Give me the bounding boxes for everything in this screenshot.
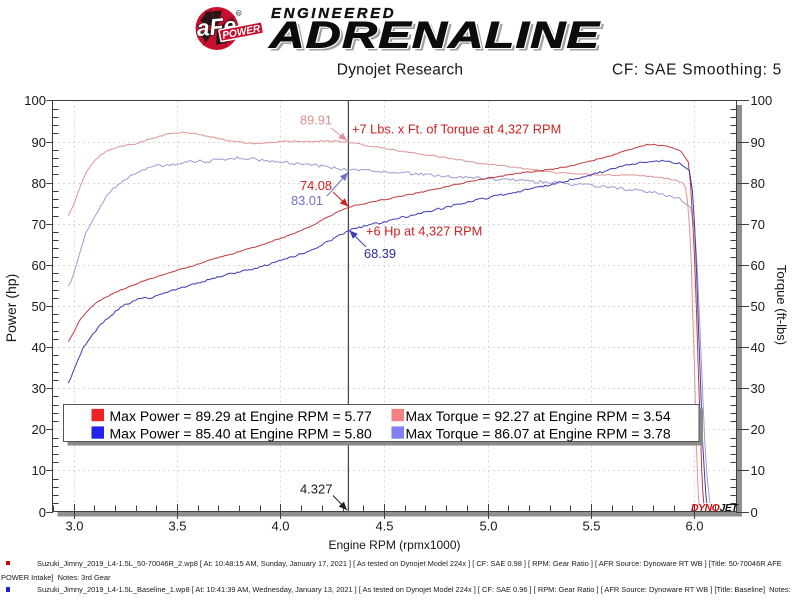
svg-text:DYNO: DYNO — [691, 502, 720, 514]
svg-text:40: 40 — [32, 340, 46, 355]
svg-text:ADRENALINE: ADRENALINE — [268, 15, 600, 56]
svg-text:60: 60 — [32, 258, 46, 273]
svg-text:10: 10 — [32, 463, 46, 478]
svg-text:0: 0 — [751, 505, 758, 520]
svg-text:R: R — [237, 11, 240, 16]
svg-text:Max Torque = 92.27 at Engine R: Max Torque = 92.27 at Engine RPM = 3.54 — [406, 408, 671, 424]
svg-text:68.39: 68.39 — [364, 246, 396, 261]
svg-text:Engine RPM (rpmx1000): Engine RPM (rpmx1000) — [328, 538, 460, 552]
svg-text:40: 40 — [751, 340, 765, 355]
svg-text:89.91: 89.91 — [300, 113, 332, 128]
svg-text:60: 60 — [751, 258, 765, 273]
svg-text:20: 20 — [32, 422, 46, 437]
svg-text:70: 70 — [751, 217, 765, 232]
svg-text:ADRENALINE: ADRENALINE — [271, 17, 603, 58]
svg-text:3.0: 3.0 — [65, 519, 83, 534]
svg-text:Max Power = 89.29 at Engine RP: Max Power = 89.29 at Engine RPM = 5.77 — [110, 408, 372, 424]
svg-text:Max Power = 85.40 at Engine RP: Max Power = 85.40 at Engine RPM = 5.80 — [110, 425, 372, 441]
svg-text:3.5: 3.5 — [168, 519, 186, 534]
svg-text:50: 50 — [751, 299, 765, 314]
svg-text:ADRENALINE: ADRENALINE — [268, 15, 600, 56]
svg-text:Dynojet Research: Dynojet Research — [337, 62, 463, 79]
svg-text:+6 Hp at 4,327 RPM: +6 Hp at 4,327 RPM — [366, 224, 482, 239]
svg-text:20: 20 — [751, 422, 765, 437]
svg-text:Power (hp): Power (hp) — [3, 274, 19, 342]
svg-text:100: 100 — [751, 93, 773, 108]
svg-text:80: 80 — [751, 176, 765, 191]
svg-text:5.5: 5.5 — [582, 519, 600, 534]
svg-text:74.08: 74.08 — [300, 178, 332, 193]
svg-text:70: 70 — [32, 217, 46, 232]
svg-text:4.5: 4.5 — [375, 519, 393, 534]
svg-text:80: 80 — [32, 176, 46, 191]
svg-text:CF: SAE Smoothing: 5: CF: SAE Smoothing: 5 — [612, 62, 782, 79]
svg-text:Torque (ft-lbs): Torque (ft-lbs) — [774, 265, 789, 345]
svg-text:10: 10 — [751, 463, 765, 478]
svg-text:4.0: 4.0 — [271, 519, 289, 534]
svg-text:30: 30 — [751, 381, 765, 396]
svg-text:6.0: 6.0 — [685, 519, 703, 534]
svg-text:83.01: 83.01 — [291, 193, 323, 208]
svg-text:50: 50 — [32, 299, 46, 314]
svg-text:ENGINEERED: ENGINEERED — [271, 5, 396, 22]
svg-text:+7 Lbs. x Ft. of Torque at 4,3: +7 Lbs. x Ft. of Torque at 4,327 RPM — [352, 122, 561, 137]
svg-text:90: 90 — [32, 135, 46, 150]
svg-text:4.327: 4.327 — [300, 482, 333, 497]
svg-text:5.0: 5.0 — [479, 519, 497, 534]
svg-text:0: 0 — [39, 505, 46, 520]
svg-text:JET: JET — [720, 502, 740, 514]
svg-text:90: 90 — [751, 135, 765, 150]
svg-text:Max Torque = 86.07 at Engine R: Max Torque = 86.07 at Engine RPM = 3.78 — [406, 425, 671, 441]
svg-text:100: 100 — [24, 93, 46, 108]
svg-text:30: 30 — [32, 381, 46, 396]
